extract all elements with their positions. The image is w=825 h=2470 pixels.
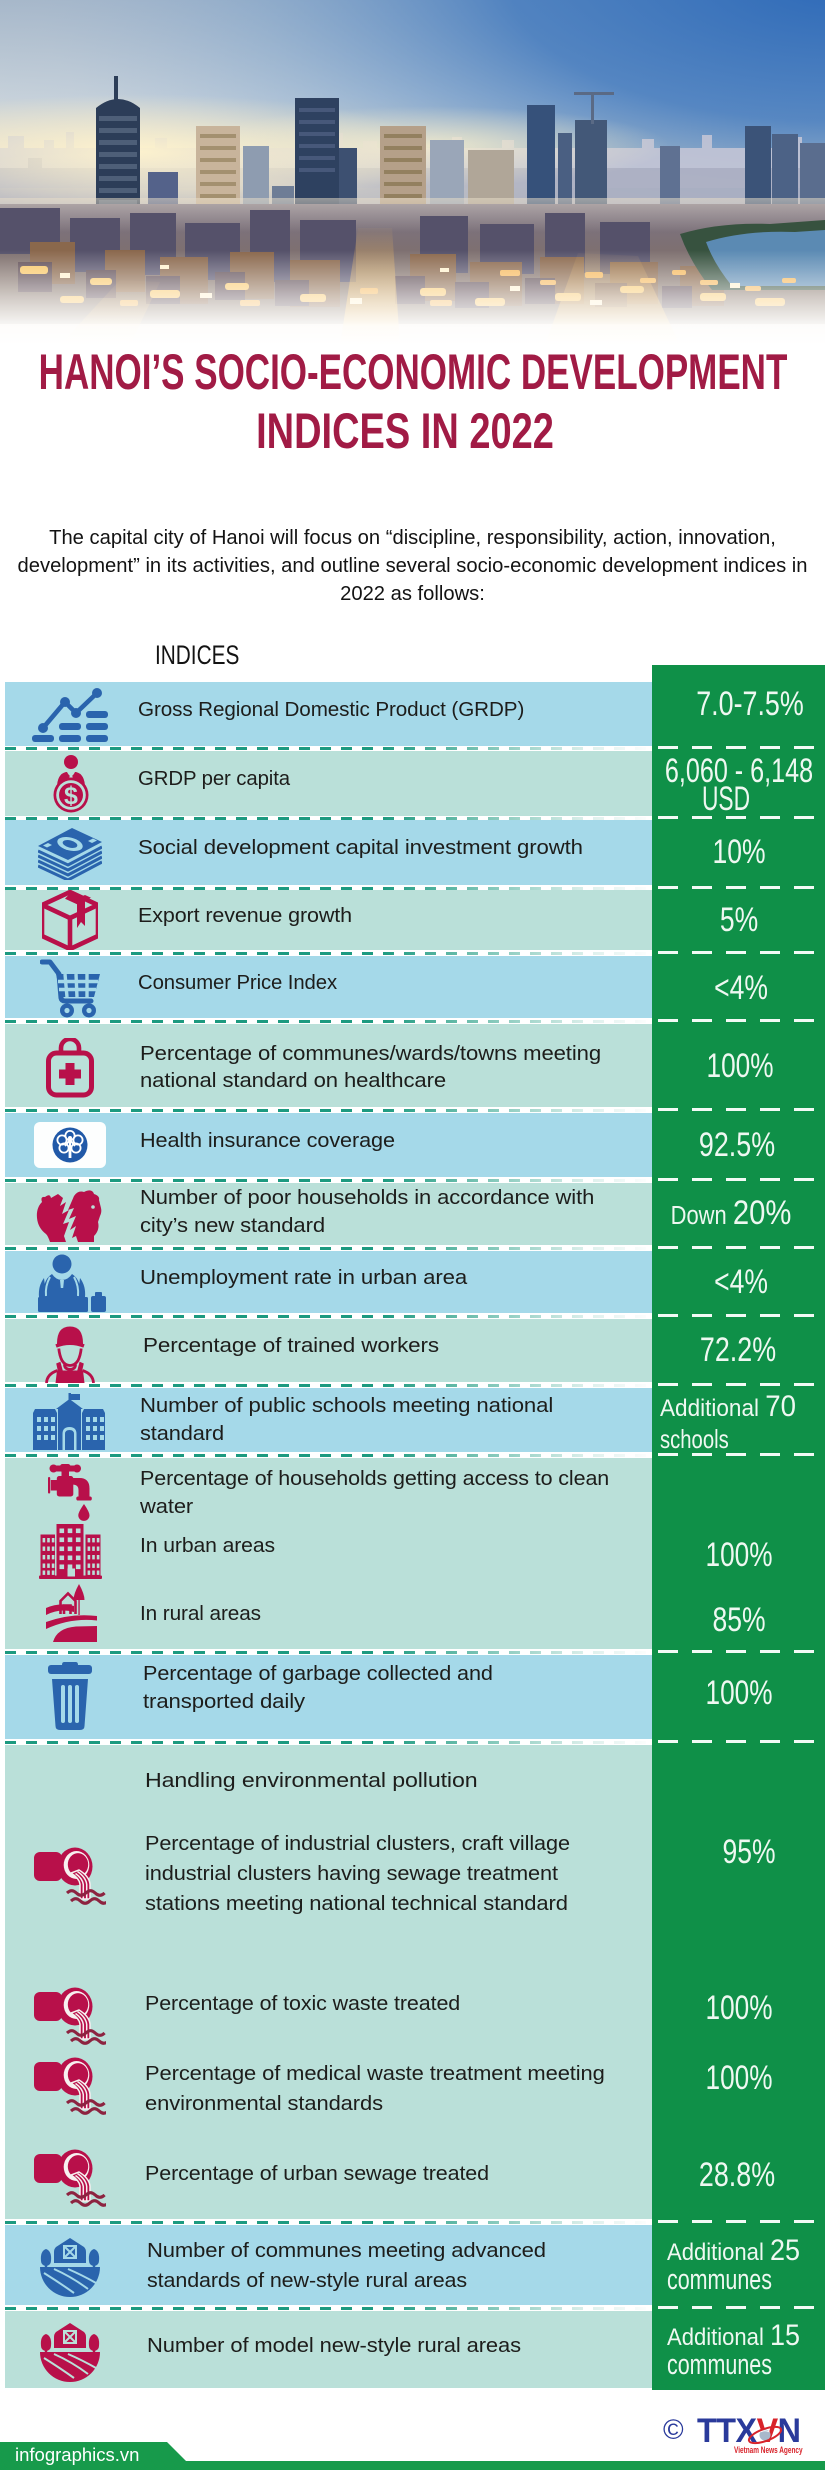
svg-text:$: $ [64,782,78,810]
